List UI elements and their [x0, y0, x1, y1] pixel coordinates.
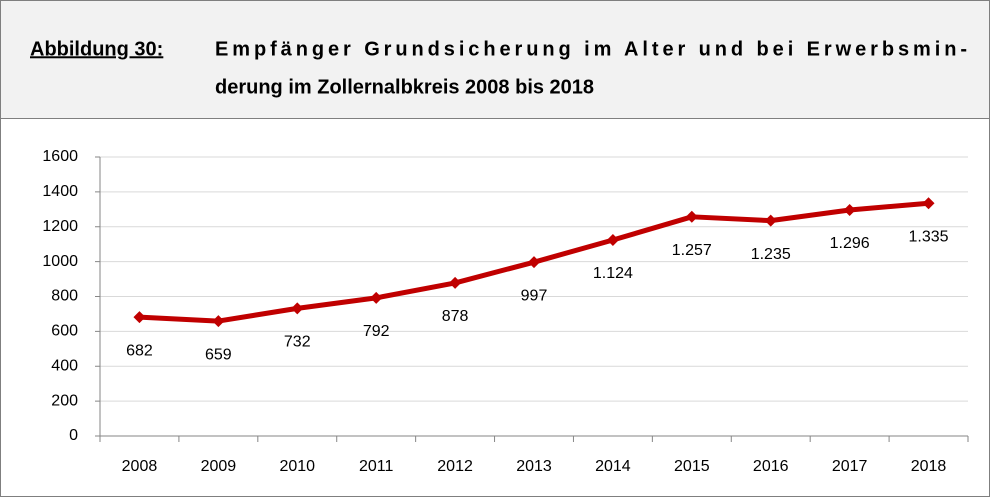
y-tick-label: 1600	[42, 148, 78, 165]
x-tick-label: 2014	[595, 458, 631, 475]
y-tick-label: 400	[51, 357, 78, 374]
marker	[764, 214, 777, 227]
x-tick-label: 2011	[359, 458, 394, 475]
y-tick-label: 0	[69, 427, 78, 444]
data-label: 659	[205, 346, 232, 363]
x-tick-label: 2009	[201, 458, 237, 475]
figure-label: Abbildung 30:	[30, 38, 163, 60]
x-tick-label: 2017	[832, 458, 868, 475]
y-tick-label: 1400	[42, 183, 78, 200]
x-tick-label: 2012	[437, 458, 473, 475]
y-tick-label: 800	[51, 288, 78, 305]
data-label: 878	[442, 308, 469, 325]
marker	[370, 291, 383, 304]
marker	[606, 234, 619, 247]
data-label: 1.257	[672, 242, 712, 259]
marker	[291, 302, 304, 315]
marker	[133, 311, 146, 324]
data-label: 997	[521, 287, 548, 304]
data-label: 732	[284, 334, 311, 351]
x-tick-label: 2013	[516, 458, 552, 475]
marker	[212, 315, 225, 328]
marker	[449, 276, 462, 289]
data-label: 1.124	[593, 265, 633, 282]
data-label: 1.335	[909, 228, 949, 245]
y-tick-label: 600	[51, 323, 78, 340]
data-label: 792	[363, 323, 390, 340]
x-tick-label: 2018	[911, 458, 947, 475]
y-tick-label: 1200	[42, 218, 78, 235]
y-tick-label: 200	[51, 392, 78, 409]
data-label: 682	[126, 342, 153, 359]
x-tick-label: 2015	[674, 458, 710, 475]
marker	[528, 256, 540, 269]
chart-title: derung im Zollernalbkreis 2008 bis 2018	[215, 76, 594, 98]
x-tick-label: 2008	[122, 458, 158, 475]
x-tick-label: 2010	[279, 458, 315, 475]
data-label: 1.296	[830, 235, 870, 252]
marker	[922, 197, 935, 210]
y-tick-label: 1000	[42, 253, 78, 270]
marker	[843, 204, 856, 217]
data-label: 1.235	[751, 246, 791, 263]
marker	[685, 210, 698, 223]
x-tick-label: 2016	[753, 458, 789, 475]
header	[0, 0, 990, 119]
